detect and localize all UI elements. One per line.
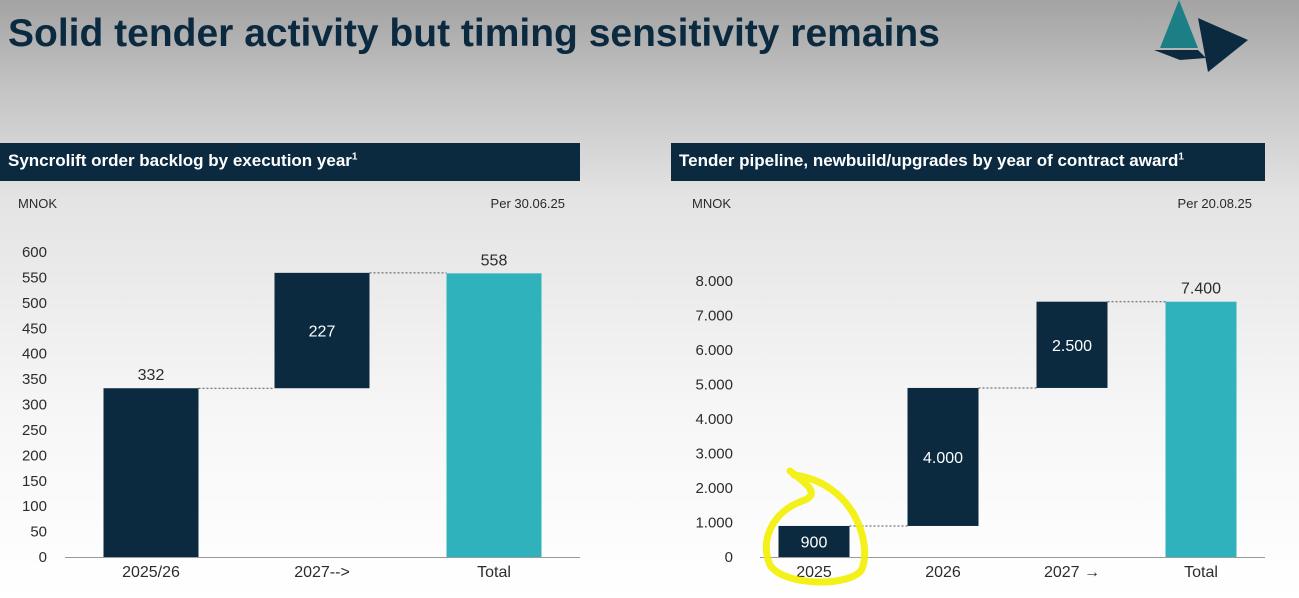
- right-panel-header-text: Tender pipeline, newbuild/upgrades by ye…: [679, 151, 1179, 170]
- bar-2025/26: [103, 388, 199, 557]
- y-tick-label: 1.000: [695, 515, 733, 532]
- x-tick-label: 2025: [796, 564, 832, 581]
- y-tick-label: 500: [22, 295, 47, 312]
- data-label: 332: [138, 367, 165, 384]
- chart-2: 0 1.000 2.000 3.000 4.000 5.000 6.000 7.000 8.00…: [695, 273, 1265, 586]
- right-unit-label: MNOK: [692, 196, 731, 211]
- chart-1: 0 50 100 150 200 250 300 350 400 450 500 550 600 332 2…: [22, 244, 580, 581]
- bar-2027 →: [1036, 301, 1108, 388]
- highlight-circle-annotation: [762, 467, 869, 586]
- right-panel-footnote-marker: 1: [1178, 151, 1184, 163]
- x-tick-label: 2027 →: [1044, 564, 1100, 581]
- y-tick-label: 7.000: [695, 308, 733, 325]
- y-tick-label: 250: [22, 422, 47, 439]
- y-tick-label: 450: [22, 320, 47, 337]
- right-panel-header: Tender pipeline, newbuild/upgrades by ye…: [671, 143, 1265, 181]
- y-tick-label: 0: [39, 549, 47, 566]
- y-tick-label: 550: [22, 269, 47, 286]
- y-tick-label: 400: [22, 346, 47, 363]
- y-tick-label: 8.000: [695, 273, 733, 290]
- y-tick-label: 5.000: [695, 377, 733, 394]
- y-tick-label: 200: [22, 447, 47, 464]
- bar-2026: [907, 387, 979, 526]
- data-label: 558: [481, 252, 508, 269]
- triangle-logo-icon: [1154, 0, 1248, 72]
- y-tick-label: 50: [30, 524, 47, 541]
- x-tick-label: 2027-->: [294, 564, 350, 581]
- data-label: 227: [309, 324, 336, 341]
- y-tick-label: 100: [22, 498, 47, 515]
- data-label: 2.500: [1052, 338, 1092, 355]
- bar-Total: [1165, 301, 1237, 557]
- left-unit-label: MNOK: [18, 196, 57, 211]
- y-tick-label: 4.000: [695, 411, 733, 428]
- y-tick-label: 350: [22, 371, 47, 388]
- y-tick-label: 2.000: [695, 480, 733, 497]
- left-as-of-date: Per 30.06.25: [490, 196, 565, 211]
- bar-Total: [446, 273, 542, 557]
- left-panel-header-text: Syncrolift order backlog by execution ye…: [8, 151, 352, 170]
- bar-2027-->: [274, 272, 370, 389]
- y-tick-label: 0: [725, 549, 733, 566]
- x-tick-label: 2025/26: [122, 564, 180, 581]
- bar-2025: [778, 525, 850, 557]
- right-as-of-date: Per 20.08.25: [1177, 196, 1252, 211]
- y-tick-label: 150: [22, 473, 47, 490]
- y-tick-label: 6.000: [695, 342, 733, 359]
- data-label: 900: [801, 534, 828, 551]
- data-label: 4.000: [923, 450, 963, 467]
- x-tick-label: Total: [1184, 564, 1218, 581]
- left-panel-footnote-marker: 1: [351, 151, 358, 163]
- x-tick-label: Total: [477, 564, 511, 581]
- y-tick-label: 3.000: [695, 446, 733, 463]
- data-label: 7.400: [1181, 281, 1221, 298]
- y-tick-label: 300: [22, 397, 47, 414]
- y-tick-label: 600: [22, 244, 47, 261]
- x-tick-label: 2026: [925, 564, 961, 581]
- left-panel-header: Syncrolift order backlog by execution ye…: [0, 143, 580, 181]
- page-title: Solid tender activity but timing sensiti…: [8, 12, 940, 55]
